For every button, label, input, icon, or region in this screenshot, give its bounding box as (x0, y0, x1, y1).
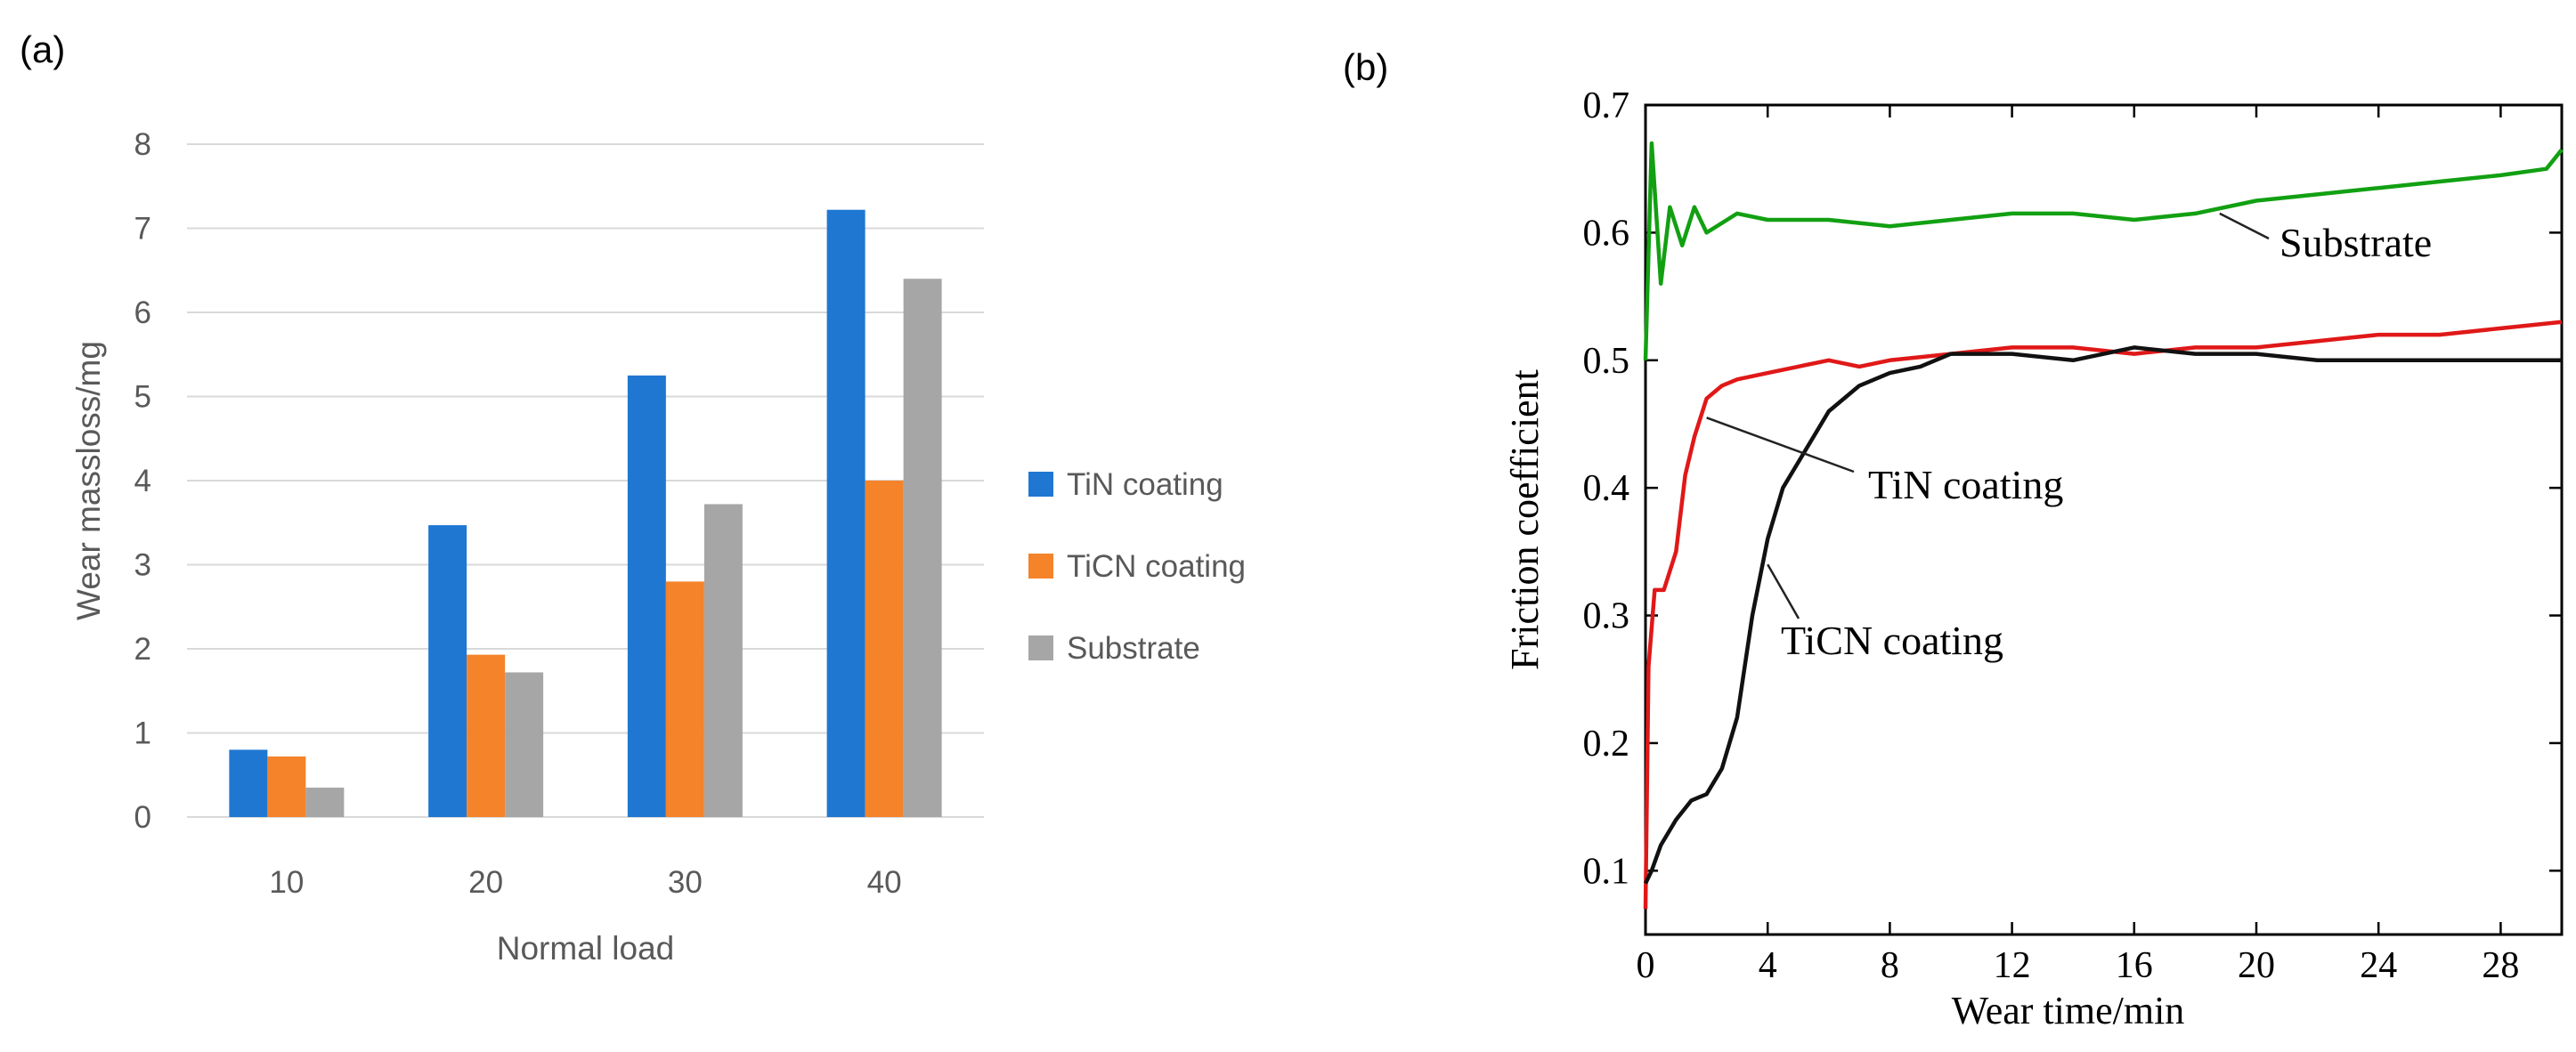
y-tick-label: 4 (134, 464, 151, 498)
y-axis-title: Wear massloss/mg (70, 341, 107, 620)
legend-swatch (1028, 472, 1053, 497)
x-tick-label: 8 (1881, 945, 1899, 986)
bar-chart-wear-massloss: 0 1 2 3 4 5 6 7 8 10 20 30 40 Normal load Wear masslos… (70, 127, 1246, 967)
legend-swatch (1028, 554, 1053, 579)
y-tick-label: 0 (134, 800, 151, 835)
x-tick-label: 30 (668, 865, 703, 900)
panel-label-a: (a) (20, 28, 65, 70)
x-tick-label: 0 (1637, 945, 1655, 986)
x-tick-label: 4 (1759, 945, 1777, 986)
legend-label: Substrate (1067, 631, 1200, 666)
series-line-substrate (1643, 141, 2564, 360)
x-tick-label: 10 (269, 865, 304, 900)
plot-frame (1644, 103, 2564, 936)
annotation-leader (1767, 563, 1800, 619)
series-line-tin-coating (1643, 320, 2563, 910)
annotation-substrate: Substrate (2279, 220, 2432, 265)
panel-label-b: (b) (1343, 46, 1388, 88)
x-axis-title: Normal load (497, 930, 674, 967)
annotation-leader (2219, 212, 2270, 240)
y-tick-label: 2 (134, 632, 151, 667)
y-tick-label: 8 (134, 127, 151, 162)
y-tick-label: 0.7 (1583, 85, 1630, 126)
x-axis-title: Wear time/min (1952, 989, 2185, 1032)
y-tick-label: 0.3 (1583, 596, 1630, 637)
y-tick-label: 6 (134, 295, 151, 330)
x-tick-label: 24 (2360, 945, 2397, 986)
bar-ticn-coating (865, 481, 904, 817)
annotation-leader (1706, 417, 1855, 473)
bar-substrate (703, 504, 743, 817)
bar-ticn-coating (665, 581, 704, 817)
bar-ticn-coating (267, 756, 306, 817)
legend-label: TiCN coating (1067, 549, 1246, 584)
x-tick-label: 16 (2116, 945, 2153, 986)
bar-tin-coating (826, 209, 865, 817)
y-tick-label: 0.5 (1583, 341, 1630, 382)
y-tick-label: 0.2 (1583, 724, 1630, 765)
y-tick-label: 5 (134, 380, 151, 415)
y-tick-label: 3 (134, 548, 151, 583)
legend-swatch (1028, 635, 1053, 660)
bar-tin-coating (627, 375, 666, 817)
bar-substrate (903, 279, 942, 817)
y-tick-label: 0.4 (1583, 468, 1630, 509)
bar-substrate (305, 787, 345, 817)
y-tick-label: 0.1 (1583, 851, 1630, 892)
line-chart-friction-coefficient: 0.1 0.2 0.3 0.4 0.5 0.6 0.7 0 4 8 12 16 20 24 28 Wear t… (1503, 85, 2564, 1032)
bar-ticn-coating (467, 654, 506, 817)
y-axis-title: Friction coefficient (1503, 369, 1547, 670)
x-tick-label: 40 (867, 865, 902, 900)
y-tick-label: 0.6 (1583, 213, 1630, 254)
bar-tin-coating (428, 525, 467, 817)
x-tick-label: 20 (468, 865, 503, 900)
x-tick-label: 12 (1994, 945, 2031, 986)
y-tick-label: 7 (134, 212, 151, 247)
bar-tin-coating (229, 749, 268, 817)
y-tick-label: 1 (134, 716, 151, 751)
bar-substrate (505, 672, 544, 817)
legend-label: TiN coating (1067, 467, 1223, 502)
x-tick-label: 28 (2482, 945, 2519, 986)
annotation-tin: TiN coating (1868, 462, 2063, 507)
x-tick-label: 20 (2238, 945, 2275, 986)
annotation-ticn: TiCN coating (1781, 618, 2003, 663)
series-line-ticn-coating (1643, 345, 2562, 885)
